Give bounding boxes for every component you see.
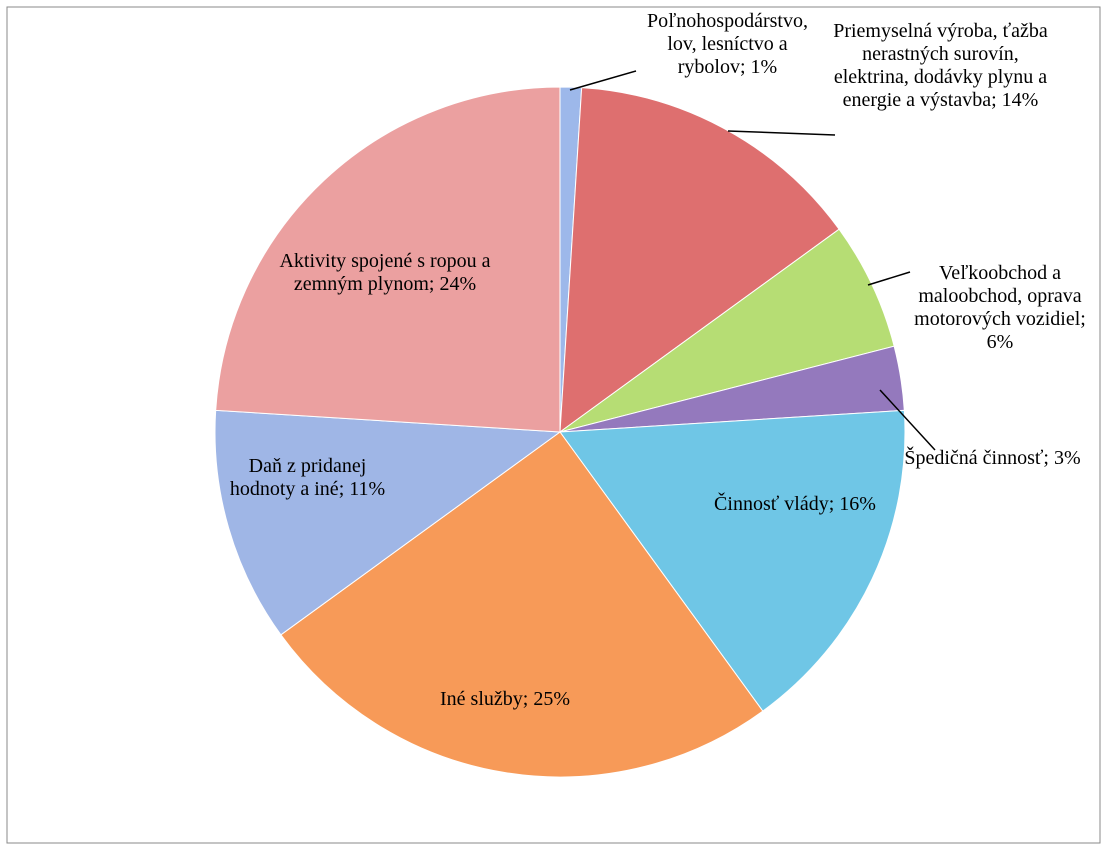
value-label: 16% (839, 493, 876, 515)
pie-slice (559, 87, 840, 434)
category-name: Daň z pridanej hodnoty a iné (229, 455, 367, 500)
data-label: Činnosť vlády; 16% (700, 493, 890, 516)
pie-slice (559, 409, 906, 712)
separator: ; (1080, 308, 1091, 330)
leader-line (867, 271, 911, 286)
leader-line (569, 70, 637, 91)
separator: ; (828, 493, 840, 515)
category-name: Veľkoobchod a maloobchod, oprava motorov… (914, 262, 1082, 330)
value-label: 11% (349, 478, 386, 500)
pie-slice (280, 431, 764, 778)
pie-slice (214, 409, 562, 636)
data-label: Iné služby; 25% (395, 688, 615, 711)
leader-line (879, 389, 936, 451)
category-name: Priemyselná výroba, ťažba nerastných sur… (833, 20, 1048, 111)
separator: ; (428, 273, 440, 295)
data-label: Poľnohospodárstvo, lov, lesníctvo a rybo… (635, 10, 820, 79)
category-name: Špedičná činnosť (904, 447, 1044, 469)
leaders (569, 70, 936, 451)
separator: ; (338, 478, 350, 500)
pie-slice (215, 86, 561, 433)
value-label: 1% (750, 56, 778, 78)
category-name: Iné služby (440, 688, 523, 710)
separator: ; (1043, 447, 1054, 469)
category-name: Činnosť vlády (714, 493, 829, 515)
pie-slice (559, 228, 895, 433)
separator: ; (739, 56, 751, 78)
value-label: 3% (1053, 447, 1081, 469)
separator: ; (991, 89, 1002, 111)
data-label: Veľkoobchod a maloobchod, oprava motorov… (900, 262, 1100, 354)
category-name: Aktivity spojené s ropou a zemným plynom (279, 250, 491, 295)
value-label: 25% (533, 688, 570, 710)
value-label: 6% (986, 331, 1014, 353)
value-label: 14% (1001, 89, 1039, 111)
data-label: Daň z pridanej hodnoty a iné; 11% (225, 455, 390, 501)
data-label: Špedičná činnosť; 3% (890, 447, 1095, 470)
data-label: Aktivity spojené s ropou a zemným plynom… (270, 250, 500, 296)
data-label: Priemyselná výroba, ťažba nerastných sur… (828, 20, 1053, 112)
separator: ; (522, 688, 534, 710)
value-label: 24% (439, 273, 477, 295)
leader-line (727, 130, 836, 136)
category-name: Poľnohospodárstvo, lov, lesníctvo a rybo… (647, 10, 808, 78)
